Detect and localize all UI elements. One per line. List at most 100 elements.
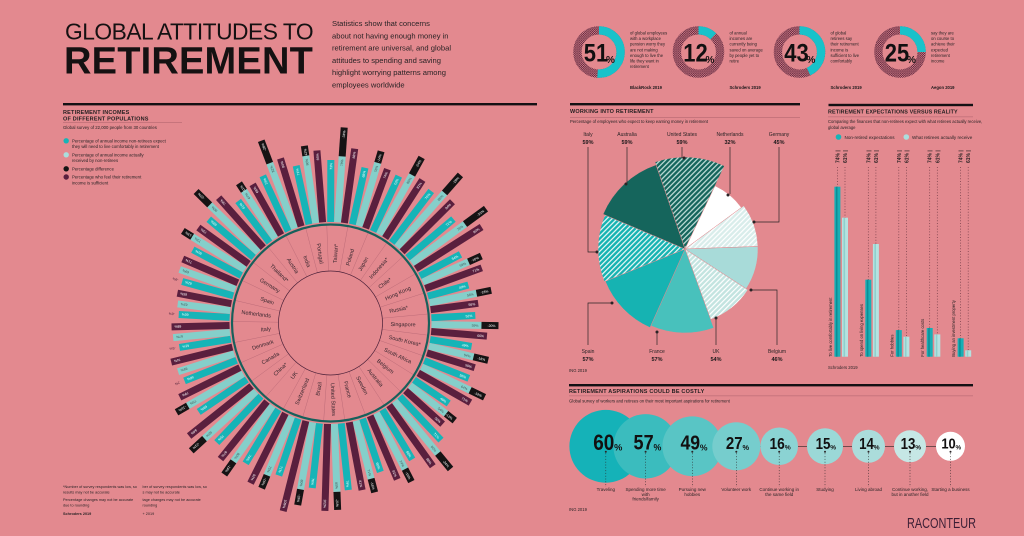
svg-text:71%: 71% [472, 267, 480, 273]
svg-text:Aegon 2019: Aegon 2019 [931, 85, 955, 90]
svg-text:What retirees actually receive: What retirees actually receive [912, 135, 973, 140]
svg-text:65%: 65% [195, 249, 203, 256]
svg-text:92%: 92% [250, 473, 257, 481]
svg-text:79%: 79% [181, 391, 189, 398]
svg-text:69%: 69% [182, 268, 190, 274]
svg-text:49%: 49% [462, 343, 469, 348]
svg-text:85%: 85% [316, 153, 321, 160]
svg-text:80%: 80% [233, 452, 240, 460]
svg-text:-13%: -13% [445, 413, 454, 421]
svg-text:74% |: 74% | [928, 150, 934, 163]
svg-text:49%: 49% [439, 397, 447, 404]
svg-text:%: % [606, 55, 615, 66]
svg-text:Buying an investment property: Buying an investment property [951, 299, 956, 356]
svg-text:84%: 84% [280, 161, 286, 169]
svg-text:Percentage who feel their reti: Percentage who feel their retirement [72, 175, 142, 180]
svg-text:%: % [785, 445, 791, 452]
svg-text:13: 13 [901, 436, 916, 453]
svg-text:-18%: -18% [477, 356, 486, 362]
svg-text:%: % [700, 442, 708, 452]
svg-text:102%: 102% [323, 499, 327, 508]
svg-text:52%: 52% [465, 314, 472, 318]
svg-text:Schroders 2019: Schroders 2019 [63, 512, 91, 516]
svg-text:88%: 88% [425, 457, 432, 465]
svg-text:Poland: Poland [346, 248, 357, 266]
svg-text:71%: 71% [433, 432, 441, 440]
svg-text:saved on average: saved on average [730, 47, 764, 52]
svg-text:employees worldwide: employees worldwide [332, 81, 405, 90]
svg-text:%: % [743, 443, 750, 452]
svg-text:attitudes to spending and savi: attitudes to spending and saving [332, 56, 441, 65]
svg-text:OF DIFFERENT POPULATIONS: OF DIFFERENT POPULATIONS [63, 116, 149, 122]
svg-text:%: % [654, 443, 662, 453]
svg-text:-19%: -19% [474, 391, 483, 398]
svg-text:68%: 68% [405, 450, 412, 458]
svg-text:Living abroad: Living abroad [855, 487, 883, 492]
svg-text:with: with [642, 492, 650, 497]
svg-text:GLOBAL ATTITUDES TO: GLOBAL ATTITUDES TO [65, 19, 313, 45]
svg-text:74% |: 74% | [897, 150, 903, 163]
svg-text:RETIREMENT: RETIREMENT [64, 41, 313, 83]
svg-text:43: 43 [784, 39, 808, 67]
svg-text:59%: 59% [459, 262, 467, 268]
svg-text:78%: 78% [456, 225, 464, 232]
svg-text:retirement: retirement [931, 53, 951, 58]
svg-text:66%: 66% [186, 375, 194, 381]
svg-text:Pursuing new: Pursuing new [679, 487, 707, 492]
svg-text:Percentage of annual income no: Percentage of annual income non-retirees… [72, 138, 167, 143]
svg-text:12: 12 [683, 39, 707, 67]
svg-text:73%: 73% [200, 227, 208, 234]
svg-text:%: % [874, 444, 880, 451]
svg-text:achieve their: achieve their [931, 42, 955, 47]
svg-text:results may not be accurate: results may not be accurate [63, 491, 110, 495]
svg-text:-22%: -22% [197, 192, 205, 200]
svg-text:United States: United States [667, 132, 698, 138]
svg-text:75%: 75% [217, 434, 225, 442]
svg-text:-28%: -28% [261, 143, 268, 152]
svg-text:income is sufficient: income is sufficient [72, 180, 109, 185]
svg-text:of annual: of annual [730, 31, 747, 36]
svg-text:59%: 59% [582, 140, 593, 146]
svg-text:59%: 59% [434, 416, 442, 424]
svg-text:57%: 57% [582, 357, 593, 363]
svg-text:75%: 75% [189, 399, 197, 406]
svg-text:2%: 2% [174, 380, 180, 386]
svg-text:80%: 80% [211, 205, 219, 213]
svg-text:Global survey of 22,000 people: Global survey of 22,000 people from 30 c… [63, 125, 157, 130]
svg-text:ING 2019: ING 2019 [569, 507, 588, 512]
svg-text:Percentage difference: Percentage difference [72, 166, 115, 171]
svg-text:RETIREMENT INCOMES: RETIREMENT INCOMES [63, 110, 130, 116]
svg-text:say they are: say they are [931, 31, 954, 36]
svg-text:about not having enough money: about not having enough money in [332, 31, 449, 40]
svg-text:pension worry they: pension worry they [630, 42, 666, 47]
svg-text:*Number of survey respondents: *Number of survey respondents was low, s… [63, 485, 137, 489]
svg-text:-19%: -19% [224, 464, 232, 473]
svg-text:68%: 68% [200, 404, 208, 411]
svg-text:Volunteer work: Volunteer work [721, 487, 752, 492]
svg-text:61% |: 61% | [966, 150, 972, 163]
svg-text:74%: 74% [245, 454, 252, 462]
svg-text:61% |: 61% | [874, 150, 880, 163]
svg-text:61% |: 61% | [935, 150, 941, 163]
svg-text:%: % [807, 55, 816, 66]
svg-text:61%: 61% [182, 344, 189, 349]
svg-text:comfortably: comfortably [831, 59, 854, 64]
svg-text:74%: 74% [174, 357, 182, 363]
svg-text:80%: 80% [430, 445, 437, 453]
svg-text:%: % [830, 444, 836, 451]
svg-text:but in another field: but in another field [891, 492, 929, 497]
svg-text:Percentage of employees who ex: Percentage of employees who expect to ke… [570, 119, 709, 124]
svg-text:s may not be accurate: s may not be accurate [143, 491, 180, 495]
svg-text:Global survey of workers and r: Global survey of workers and retirees on… [569, 398, 731, 403]
svg-text:72%: 72% [393, 178, 399, 186]
svg-text:-16%: -16% [471, 256, 480, 263]
svg-text:friends/family: friends/family [632, 497, 659, 502]
svg-text:the same field: the same field [765, 492, 794, 497]
svg-text:49: 49 [680, 432, 700, 455]
svg-text:46%: 46% [771, 357, 782, 363]
svg-text:of global: of global [831, 31, 847, 36]
svg-text:78%: 78% [373, 165, 379, 173]
svg-text:59%: 59% [472, 324, 479, 328]
svg-text:-13%: -13% [185, 230, 194, 238]
svg-text:76%: 76% [424, 192, 431, 200]
